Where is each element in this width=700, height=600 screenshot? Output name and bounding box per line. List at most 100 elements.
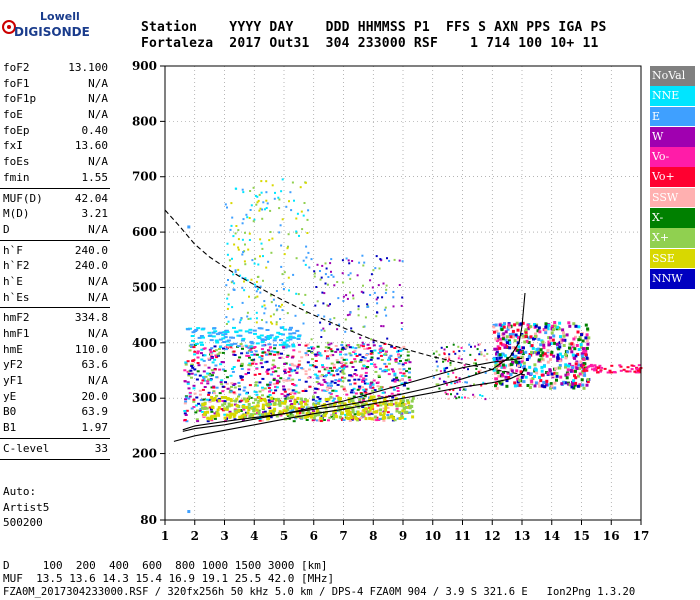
echo-point [457, 345, 460, 348]
param-name: h`E [3, 274, 23, 288]
echo-point [541, 340, 545, 344]
echo-point [510, 369, 514, 373]
auto-label: Auto: [3, 485, 37, 498]
echo-point [217, 406, 221, 410]
echo-point [281, 283, 284, 286]
echo-point [312, 410, 315, 413]
echo-point [276, 374, 280, 377]
echo-point [586, 342, 590, 346]
echo-point [196, 409, 199, 412]
echo-point [256, 335, 261, 338]
echo-point [267, 260, 270, 263]
echo-point [312, 416, 316, 420]
echo-point [257, 199, 260, 202]
echo-point [480, 384, 483, 387]
echo-point [204, 375, 208, 378]
echo-point [435, 350, 438, 353]
echo-point [241, 286, 244, 289]
echo-point [317, 402, 321, 405]
echo-point [218, 338, 223, 341]
echo-point [201, 336, 205, 339]
echo-point [378, 387, 381, 390]
echo-point [283, 328, 288, 331]
param-name: hmF2 [3, 311, 30, 325]
echo-point [553, 321, 557, 324]
echo-point [338, 367, 342, 370]
echo-point [366, 304, 369, 307]
echo-point [210, 357, 214, 359]
echo-point [480, 351, 483, 354]
echo-point [209, 417, 213, 421]
echo-point [395, 408, 399, 411]
echo-point [370, 356, 374, 359]
echo-point [359, 375, 363, 378]
echo-point [261, 344, 266, 347]
param-value: N/A [88, 76, 108, 90]
echo-point [226, 307, 229, 310]
echo-point [468, 343, 471, 346]
echo-point [324, 398, 328, 401]
echo-point [503, 322, 506, 326]
echo-point [351, 391, 355, 394]
echo-point [225, 284, 228, 287]
echo-point [248, 295, 250, 298]
echo-point [393, 372, 397, 375]
echo-point [341, 411, 344, 415]
echo-point [266, 372, 270, 375]
echo-point [192, 400, 196, 403]
param-row-hmf2: hmF2 334.8 [0, 310, 110, 326]
echo-point [370, 338, 373, 341]
echo-point [184, 363, 188, 366]
echo-point [477, 343, 480, 346]
echo-point [306, 376, 310, 379]
echo-point [213, 358, 217, 361]
echo-point [349, 291, 351, 294]
echo-point [608, 371, 612, 374]
echo-point [521, 334, 525, 338]
echo-point [372, 344, 376, 347]
echo-point [305, 311, 308, 314]
echo-point [573, 347, 577, 351]
echo-point [289, 413, 293, 416]
echo-point [255, 408, 259, 412]
echo-point [348, 412, 352, 415]
echo-point [341, 369, 345, 371]
echo-point [582, 364, 585, 367]
echo-point [544, 328, 548, 332]
echo-point [495, 386, 499, 390]
x-tick-label: 2 [191, 529, 199, 543]
echo-point [216, 408, 220, 412]
echo-point [253, 262, 256, 265]
echo-point [517, 337, 521, 341]
echo-point [243, 280, 245, 283]
echo-point [219, 381, 223, 384]
echo-point [568, 362, 572, 366]
echo-point [272, 365, 276, 368]
echo-point [560, 355, 564, 359]
echo-point [197, 364, 201, 367]
echo-point [534, 335, 537, 338]
echo-point [243, 289, 246, 292]
echo-point [252, 360, 256, 363]
echo-point [250, 342, 255, 345]
echo-point [272, 359, 276, 362]
echo-point [394, 358, 398, 360]
echo-point [307, 251, 310, 254]
echo-point [300, 415, 304, 419]
echo-point [226, 339, 231, 342]
echo-point [324, 262, 327, 265]
echo-point [326, 389, 329, 392]
echo-point [278, 410, 282, 414]
echo-point [580, 370, 584, 374]
echo-point [231, 412, 235, 416]
echo-point [284, 362, 288, 365]
echo-point [589, 363, 593, 366]
x-tick-label: 17 [633, 529, 650, 543]
echo-point [400, 378, 404, 381]
echo-point [330, 350, 334, 353]
echo-point [498, 356, 502, 360]
echo-point [198, 374, 202, 377]
param-value: 13.100 [68, 61, 108, 74]
echo-point [381, 348, 385, 351]
echo-point [273, 353, 276, 356]
